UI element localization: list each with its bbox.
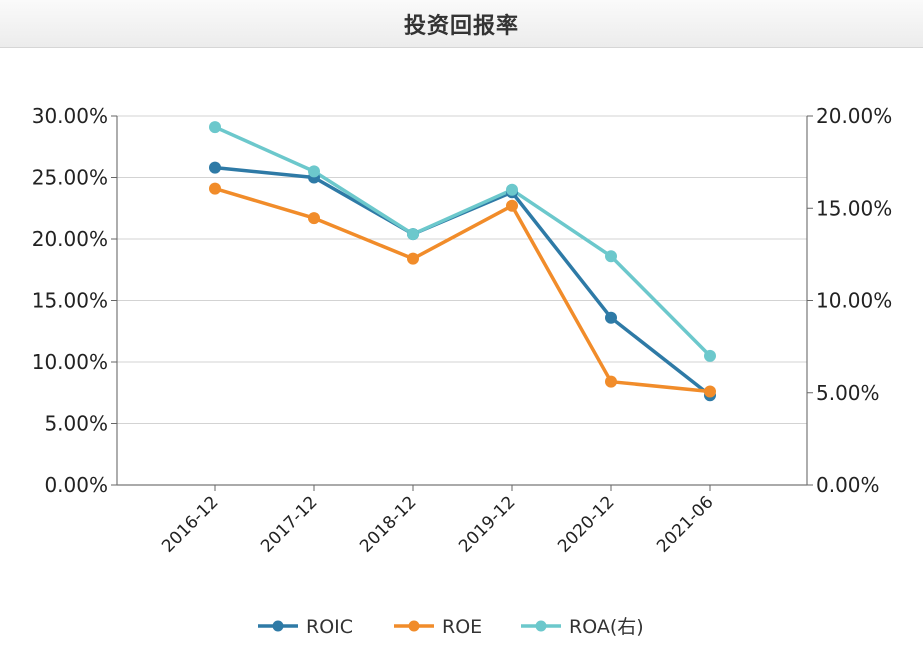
right-tick-label: 20.00% — [816, 104, 892, 128]
data-point — [209, 182, 221, 195]
data-point — [506, 183, 518, 196]
data-point — [605, 375, 617, 388]
right-tick-label: 10.00% — [816, 289, 892, 313]
data-point — [209, 121, 221, 134]
left-tick-label: 15.00% — [32, 289, 108, 313]
left-tick-label: 20.00% — [32, 227, 108, 251]
left-tick-label: 5.00% — [44, 412, 108, 436]
right-tick-label: 15.00% — [816, 196, 892, 220]
data-point — [209, 161, 221, 174]
legend-swatch-marker — [272, 620, 284, 632]
category-label: 2019-12 — [455, 492, 519, 556]
data-point — [308, 212, 320, 225]
data-point — [407, 252, 419, 265]
category-axis-ticks: 2016-12 2017-12 2018-12 2019-12 2020-12 2021-… — [158, 485, 718, 557]
category-label: 2018-12 — [356, 492, 420, 556]
left-tick-label: 30.00% — [32, 104, 108, 128]
legend-swatch-marker — [408, 620, 420, 632]
data-point — [704, 385, 716, 398]
category-label: 2020-12 — [554, 492, 618, 556]
series-lines — [213, 125, 712, 397]
series-line — [213, 125, 712, 358]
data-point — [506, 199, 518, 212]
legend-label: ROIC — [306, 616, 353, 638]
data-point — [704, 349, 716, 362]
category-label: 2016-12 — [158, 492, 222, 556]
data-point — [407, 228, 419, 241]
chart-title: 投资回报率 — [403, 13, 519, 39]
left-tick-label: 25.00% — [32, 166, 108, 190]
data-point — [308, 165, 320, 178]
legend: ROIC ROE ROA(右) — [258, 616, 644, 638]
chart-header: 投资回报率 — [0, 0, 923, 48]
grid-lines — [117, 115, 807, 424]
legend-label: ROE — [442, 616, 482, 638]
category-label: 2017-12 — [257, 492, 321, 556]
category-label: 2021-06 — [653, 492, 717, 556]
series-line — [213, 186, 712, 394]
right-axis-ticks: 0.00% 5.00% 10.00% 15.00% 20.00% — [807, 104, 892, 497]
series-points — [209, 121, 716, 402]
legend-label: ROA(右) — [569, 616, 644, 638]
left-tick-label: 0.00% — [44, 473, 108, 497]
left-axis-ticks: 0.00% 5.00% 10.00% 15.00% 20.00% 25.00% 30.00% — [32, 104, 117, 497]
data-point — [605, 250, 617, 263]
data-point — [605, 311, 617, 324]
right-tick-label: 5.00% — [816, 381, 880, 405]
left-tick-label: 10.00% — [32, 350, 108, 374]
legend-swatch-marker — [535, 620, 547, 632]
right-tick-label: 0.00% — [816, 473, 880, 497]
